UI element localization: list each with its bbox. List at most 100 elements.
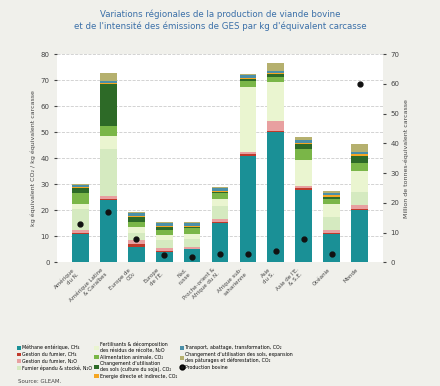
Bar — [295, 142, 312, 144]
Bar — [351, 156, 368, 163]
Bar — [212, 220, 228, 222]
Bar — [323, 196, 340, 199]
Bar — [183, 223, 201, 226]
Bar — [128, 244, 145, 247]
Bar — [212, 193, 228, 199]
Bar — [295, 188, 312, 190]
Bar — [239, 154, 257, 156]
Bar — [351, 163, 368, 171]
Bar — [239, 79, 257, 81]
Bar — [323, 233, 340, 234]
Bar — [100, 83, 117, 84]
Bar — [128, 247, 145, 262]
Bar — [72, 193, 89, 204]
Bar — [183, 234, 201, 239]
Bar — [128, 240, 145, 244]
Bar — [351, 154, 368, 156]
Bar — [268, 132, 284, 262]
Bar — [128, 217, 145, 222]
Bar — [323, 195, 340, 196]
Bar — [183, 239, 201, 247]
Bar — [351, 210, 368, 262]
Bar — [128, 222, 145, 227]
Bar — [351, 209, 368, 210]
Bar — [323, 217, 340, 230]
Bar — [183, 226, 201, 227]
Bar — [100, 136, 117, 149]
Bar — [212, 188, 228, 191]
Bar — [351, 171, 368, 192]
Bar — [212, 187, 228, 188]
Bar — [156, 248, 172, 251]
Bar — [295, 186, 312, 188]
Y-axis label: kg équivalent CO₂ / kg équivalent carcasse: kg équivalent CO₂ / kg équivalent carcas… — [31, 90, 37, 226]
Bar — [323, 191, 340, 193]
Bar — [72, 209, 89, 230]
Bar — [183, 229, 201, 234]
Bar — [239, 81, 257, 86]
Bar — [239, 75, 257, 78]
Bar — [156, 251, 172, 252]
Bar — [351, 152, 368, 154]
Bar — [268, 131, 284, 132]
Bar — [100, 81, 117, 83]
Bar — [100, 196, 117, 199]
Bar — [239, 86, 257, 152]
Bar — [72, 234, 89, 262]
Bar — [268, 71, 284, 73]
Bar — [183, 227, 201, 229]
Bar — [268, 74, 284, 77]
Bar — [212, 192, 228, 193]
Bar — [323, 193, 340, 195]
Bar — [72, 230, 89, 232]
Bar — [156, 223, 172, 226]
Bar — [156, 222, 172, 223]
Bar — [212, 223, 228, 262]
Bar — [295, 149, 312, 159]
Bar — [323, 204, 340, 217]
Bar — [183, 247, 201, 249]
Text: Variations régionales de la production de viande bovine: Variations régionales de la production d… — [100, 10, 340, 19]
Bar — [100, 73, 117, 81]
Bar — [100, 84, 117, 126]
Text: Source: GLEAM.: Source: GLEAM. — [18, 379, 61, 384]
Bar — [295, 190, 312, 262]
Bar — [239, 152, 257, 154]
Bar — [100, 126, 117, 136]
Bar — [156, 230, 172, 235]
Bar — [323, 199, 340, 204]
Legend: Méthane entérique, CH₄, Gestion du fumier, CH₄, Gestion du fumier, N₂O, Fumier é: Méthane entérique, CH₄, Gestion du fumie… — [15, 341, 294, 380]
Bar — [323, 234, 340, 262]
Text: et de l'intensité des émissions de GES par kg d'équivalent carcasse: et de l'intensité des émissions de GES p… — [73, 21, 367, 31]
Bar — [295, 140, 312, 142]
Bar — [183, 249, 201, 262]
Bar — [212, 191, 228, 192]
Bar — [212, 222, 228, 223]
Bar — [239, 74, 257, 75]
Bar — [268, 73, 284, 74]
Bar — [72, 204, 89, 209]
Bar — [72, 188, 89, 193]
Bar — [323, 230, 340, 233]
Bar — [72, 183, 89, 185]
Bar — [295, 159, 312, 186]
Bar — [239, 78, 257, 79]
Bar — [128, 215, 145, 217]
Bar — [128, 212, 145, 213]
Bar — [212, 199, 228, 207]
Bar — [183, 222, 201, 223]
Y-axis label: Million de tonnes-équivalent carcasse: Million de tonnes-équivalent carcasse — [403, 99, 409, 218]
Bar — [100, 149, 117, 196]
Bar — [212, 207, 228, 220]
Bar — [100, 199, 117, 200]
Bar — [295, 137, 312, 140]
Bar — [156, 252, 172, 262]
Bar — [239, 156, 257, 262]
Bar — [72, 185, 89, 188]
Bar — [351, 144, 368, 152]
Bar — [295, 144, 312, 149]
Bar — [156, 240, 172, 248]
Bar — [351, 192, 368, 205]
Bar — [128, 213, 145, 215]
Bar — [268, 77, 284, 82]
